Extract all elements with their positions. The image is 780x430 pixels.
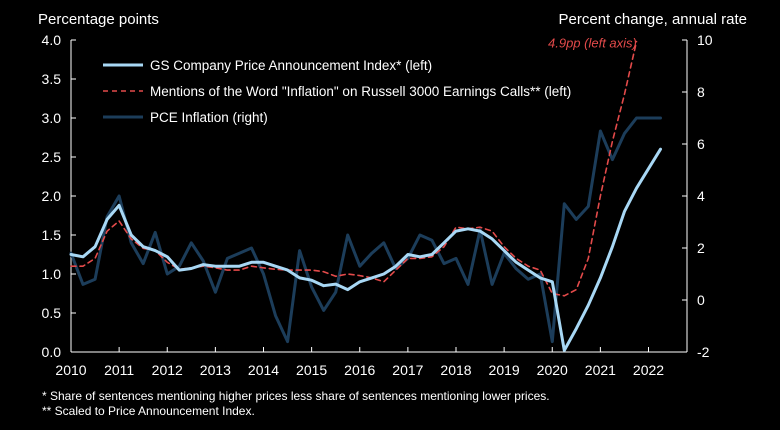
x-tick-label: 2022	[633, 362, 664, 378]
x-tick-label: 2011	[104, 362, 134, 378]
left-tick-label: 1.5	[42, 227, 62, 243]
x-tick-label: 2014	[248, 362, 279, 378]
x-tick-label: 2016	[344, 362, 375, 378]
x-tick-label: 2012	[152, 362, 183, 378]
legend-label-price-index: GS Company Price Announcement Index* (le…	[150, 58, 432, 73]
left-tick-label: 3.0	[42, 110, 62, 126]
right-tick-label: 6	[697, 136, 705, 152]
right-tick-label: 10	[697, 32, 713, 48]
x-tick-label: 2019	[489, 362, 520, 378]
x-tick-label: 2013	[200, 362, 231, 378]
x-tick-label: 2020	[537, 362, 568, 378]
legend: GS Company Price Announcement Index* (le…	[103, 58, 571, 125]
right-tick-label: 2	[697, 240, 705, 256]
left-tick-label: 0.5	[42, 305, 62, 321]
right-tick-label: 8	[697, 84, 705, 100]
left-tick-label: 3.5	[42, 71, 62, 87]
series-line-1	[70, 40, 638, 297]
x-tick-label: 2021	[585, 362, 616, 378]
series-group	[69, 40, 662, 352]
left-tick-label: 0.0	[42, 344, 62, 360]
left-tick-label: 4.0	[42, 32, 62, 48]
footnote-1: * Share of sentences mentioning higher p…	[42, 389, 550, 403]
annotation-4.9pp: 4.9pp (left axis)	[548, 36, 637, 51]
right-tick-label: 4	[697, 188, 705, 204]
right-tick-label: -2	[697, 344, 710, 360]
legend-label-pce: PCE Inflation (right)	[150, 110, 268, 125]
left-axis-title: Percentage points	[38, 11, 159, 28]
x-tick-label: 2010	[55, 362, 86, 378]
series-line-2	[69, 116, 662, 344]
right-tick-label: 0	[697, 292, 705, 308]
series-line-0	[69, 147, 662, 352]
x-tick-label: 2017	[392, 362, 423, 378]
left-tick-label: 2.5	[42, 149, 62, 165]
ticks-group: 0.0 0.5 1.0 1.5 2.0 2.5 3.0 3.5 4.0 -2 0 2 4 6 8 10 2010…	[42, 32, 713, 378]
footnote-2: ** Scaled to Price Announcement Index.	[42, 404, 255, 418]
left-tick-label: 1.0	[42, 266, 62, 282]
x-tick-label: 2015	[296, 362, 327, 378]
left-tick-label: 2.0	[42, 188, 62, 204]
right-axis-title: Percent change, annual rate	[559, 11, 747, 28]
x-tick-label: 2018	[440, 362, 471, 378]
legend-label-inflation-mentions: Mentions of the Word "Inflation" on Russ…	[150, 84, 571, 99]
